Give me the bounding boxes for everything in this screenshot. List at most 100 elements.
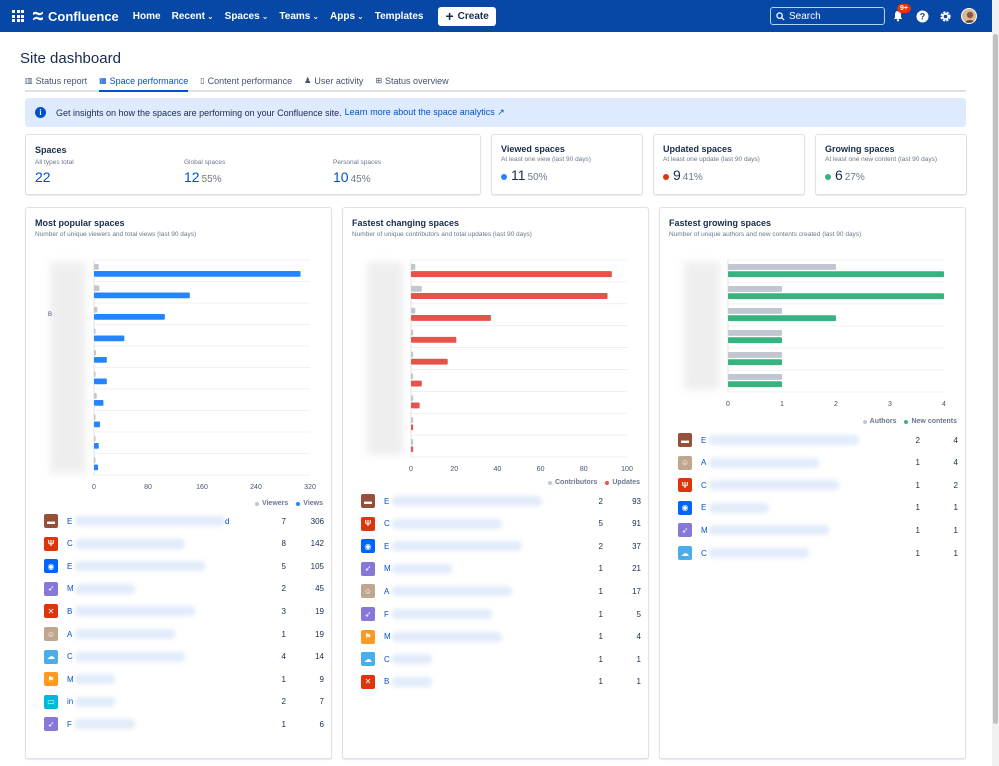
search-box[interactable] <box>770 7 885 25</box>
x-tick-label: 20 <box>450 466 458 473</box>
legend-item[interactable]: Views <box>296 500 323 507</box>
space-row[interactable]: ➶ M 2 45 <box>44 581 324 597</box>
space-name-link[interactable]: M <box>67 674 74 684</box>
learn-more-link[interactable]: Learn more about the space analytics ↗ <box>344 107 505 117</box>
nav-recent[interactable]: Recent ⌄ <box>172 11 214 22</box>
page-scrollbar[interactable] <box>992 0 999 766</box>
viewed-subtitle: At least one view (last 90 days) <box>501 156 591 163</box>
space-row[interactable]: ☁ C 1 1 <box>678 545 958 561</box>
nav-apps[interactable]: Apps ⌄ <box>330 11 364 22</box>
legend-item[interactable]: Viewers <box>254 500 288 507</box>
help-button[interactable]: ? <box>914 8 930 24</box>
space-row[interactable]: ⚑ M 1 9 <box>44 671 324 687</box>
space-row[interactable]: ▭ in 2 7 <box>44 694 324 710</box>
growing-percent: 27% <box>844 172 865 183</box>
nav-label: Apps <box>330 10 356 22</box>
settings-button[interactable] <box>937 8 953 24</box>
tab-status-overview[interactable]: ⊞ Status overview <box>375 76 448 92</box>
space-name-link[interactable]: C <box>384 519 390 529</box>
legend-item[interactable]: Updates <box>605 479 640 486</box>
metric-secondary: 4 <box>636 632 641 642</box>
legend-item[interactable]: Contributors <box>547 479 597 486</box>
nav-spaces[interactable]: Spaces ⌄ <box>225 11 269 22</box>
most-popular-panel: Most popular spaces Number of unique view… <box>25 207 332 759</box>
space-row[interactable]: ▬ E 2 4 <box>678 432 958 448</box>
space-row[interactable]: ☺ A 1 4 <box>678 455 958 471</box>
space-row[interactable]: ☺ A 1 17 <box>361 583 641 599</box>
space-name-link[interactable]: C <box>701 548 707 558</box>
fastest-growing-panel: Fastest growing spaces Number of unique a… <box>659 207 966 759</box>
nav-teams[interactable]: Teams ⌄ <box>279 11 319 22</box>
brand-name: Confluence <box>48 8 119 24</box>
space-name-link[interactable]: E <box>67 561 73 571</box>
app-switcher-icon[interactable] <box>12 10 24 22</box>
space-name-link[interactable]: C <box>384 654 390 664</box>
space-row[interactable]: ➶ M 1 1 <box>678 522 958 538</box>
tab-label: User activity <box>314 76 364 86</box>
space-row[interactable]: ☁ C 1 1 <box>361 651 641 667</box>
space-name-link[interactable]: B <box>384 677 390 687</box>
space-name-link[interactable]: E <box>384 496 390 506</box>
space-name-link[interactable]: F <box>384 609 389 619</box>
tab-space-performance[interactable]: ▦ Space performance <box>99 76 189 92</box>
space-row[interactable]: ☁ C 4 14 <box>44 649 324 665</box>
tab-status-report[interactable]: ▥ Status report <box>25 76 87 92</box>
space-name-link[interactable]: B <box>67 606 73 616</box>
x-tick-label: 100 <box>621 466 633 473</box>
space-name-redacted <box>709 525 829 536</box>
space-row[interactable]: Ψ C 8 142 <box>44 536 324 552</box>
space-row[interactable]: ➶ F 1 5 <box>361 606 641 622</box>
updated-value: 9 <box>673 167 681 183</box>
space-name-link[interactable]: C <box>701 480 707 490</box>
space-name-link[interactable]: E <box>384 541 390 551</box>
space-name-link[interactable]: A <box>67 629 73 639</box>
space-row[interactable]: ✕ B 3 19 <box>44 603 324 619</box>
chest-icon: ▬ <box>44 514 58 528</box>
space-name-link[interactable]: in <box>67 697 74 707</box>
nav-templates[interactable]: Templates <box>375 11 424 22</box>
space-row[interactable]: ☺ A 1 19 <box>44 626 324 642</box>
space-name-link[interactable]: E <box>701 435 707 445</box>
space-name-link[interactable]: F <box>67 719 72 729</box>
space-name-link[interactable]: A <box>701 458 707 468</box>
legend-item[interactable]: New contents <box>904 418 957 425</box>
tab-content-performance[interactable]: ▯ Content performance <box>200 76 292 92</box>
growing-spaces-card: Growing spaces At least one new content … <box>815 134 967 195</box>
space-name-link[interactable]: E <box>701 503 707 513</box>
space-row[interactable]: ◉ E 5 105 <box>44 558 324 574</box>
confluence-logo[interactable]: Confluence <box>32 9 119 24</box>
space-row[interactable]: ▬ E 2 93 <box>361 493 641 509</box>
nav-home[interactable]: Home <box>133 11 161 22</box>
metric-secondary: 21 <box>632 564 641 574</box>
space-row[interactable]: ◉ E 1 1 <box>678 500 958 516</box>
space-name-link[interactable]: M <box>384 564 391 574</box>
metric-secondary: 2 <box>953 480 958 490</box>
space-name-link[interactable]: M <box>67 584 74 594</box>
space-name-link[interactable]: C <box>67 539 73 549</box>
space-name-link[interactable]: C <box>67 652 73 662</box>
space-row[interactable]: ✕ B 1 1 <box>361 674 641 690</box>
tab-user-activity[interactable]: ♟ User activity <box>304 76 363 92</box>
space-name-link[interactable]: M <box>701 525 708 535</box>
legend-item[interactable]: Authors <box>862 418 896 425</box>
space-row[interactable]: ⚑ M 1 4 <box>361 629 641 645</box>
space-row[interactable]: ➶ F 1 6 <box>44 716 324 732</box>
metric-primary: 2 <box>915 435 920 445</box>
space-row[interactable]: ➶ M 1 21 <box>361 561 641 577</box>
space-name-link[interactable]: A <box>384 586 390 596</box>
flag-icon: ⚑ <box>361 629 375 644</box>
space-name-link[interactable]: M <box>384 632 391 642</box>
search-input[interactable] <box>789 10 879 22</box>
create-button[interactable]: + Create <box>438 6 496 26</box>
space-row[interactable]: ◉ E 2 37 <box>361 538 641 554</box>
user-avatar[interactable] <box>961 8 977 24</box>
updated-percent: 41% <box>682 172 703 183</box>
scrollbar-thumb[interactable] <box>993 34 998 724</box>
space-row[interactable]: Ψ C 5 91 <box>361 516 641 532</box>
x-tick-label: 2 <box>834 401 838 408</box>
panel-title: Most popular spaces <box>35 218 125 228</box>
notifications-button[interactable]: 9+ <box>890 4 911 24</box>
space-name-link[interactable]: E <box>67 516 73 526</box>
